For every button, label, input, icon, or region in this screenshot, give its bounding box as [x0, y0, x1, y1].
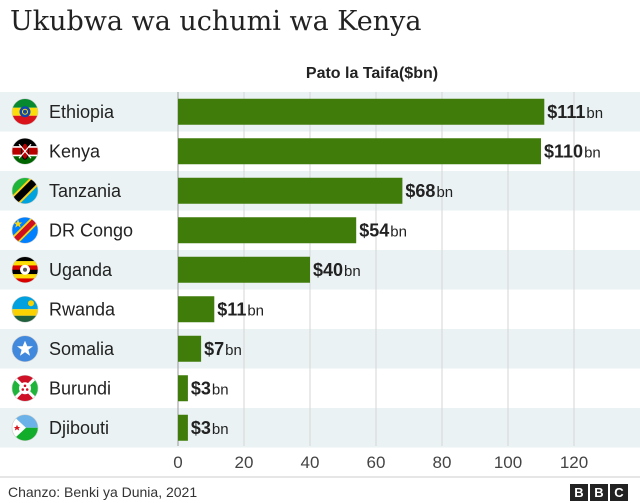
category-label-tanzania: Tanzania — [49, 181, 122, 201]
flags — [11, 98, 39, 442]
value-label-tanzania: $68bn — [405, 181, 453, 201]
bar-rwanda — [178, 296, 215, 323]
bar-tanzania — [178, 177, 403, 204]
category-labels: Ethiopia Kenya Tanzania DR Congo Uganda Rwand… — [49, 102, 133, 438]
uganda-flag-icon — [11, 256, 39, 284]
x-tick-label-120: 120 — [560, 453, 588, 472]
somalia-flag-icon — [11, 335, 39, 363]
category-label-dr-congo: DR Congo — [49, 220, 133, 240]
bbc-logo-letter-2: B — [594, 485, 603, 500]
row-stripe-uganda — [0, 250, 640, 290]
x-tick-label-20: 20 — [235, 453, 254, 472]
bbc-logo-box-3 — [610, 484, 628, 501]
djibouti-flag-icon — [11, 414, 39, 442]
tanzania-flag-icon — [11, 177, 39, 205]
category-label-djibouti: Djibouti — [49, 418, 109, 438]
bbc-logo-letter-1: B — [574, 485, 583, 500]
category-label-kenya: Kenya — [49, 141, 101, 161]
x-tick-label-60: 60 — [367, 453, 386, 472]
bbc-logo: B B C — [570, 484, 628, 501]
bar-djibouti — [178, 414, 188, 441]
x-tick-label-100: 100 — [494, 453, 522, 472]
bbc-logo-letter-3: C — [614, 485, 624, 500]
x-axis-ticks: 0 20 40 60 80 100 120 — [173, 453, 588, 472]
category-label-rwanda: Rwanda — [49, 299, 116, 319]
bar-ethiopia — [178, 98, 545, 125]
rwanda-flag-icon — [11, 295, 39, 323]
chart-subtitle: Pato la Taifa($bn) — [306, 65, 438, 82]
value-label-somalia: $7bn — [204, 339, 242, 359]
bar-kenya — [178, 138, 541, 165]
kenya-flag-icon — [11, 137, 39, 165]
burundi-flag-icon — [11, 374, 39, 402]
ethiopia-flag-icon — [11, 98, 39, 126]
bar-dr-congo — [178, 217, 357, 244]
source-note: Chanzo: Benki ya Dunia, 2021 — [8, 484, 197, 500]
row-stripe-djibouti — [0, 408, 640, 448]
value-labels: $111bn $110bn $68bn $54bn $40bn $11bn $7bn $3bn… — [191, 102, 603, 438]
value-label-kenya: $110bn — [544, 141, 601, 161]
category-label-burundi: Burundi — [49, 378, 111, 398]
value-label-dr-congo: $54bn — [359, 220, 407, 240]
bars — [178, 98, 545, 441]
value-label-djibouti: $3bn — [191, 418, 229, 438]
bar-uganda — [178, 256, 310, 283]
row-stripe-somalia — [0, 329, 640, 369]
category-label-somalia: Somalia — [49, 339, 115, 359]
bbc-logo-box-2 — [590, 484, 608, 501]
value-label-burundi: $3bn — [191, 378, 229, 398]
value-label-uganda: $40bn — [313, 260, 361, 280]
x-tick-label-80: 80 — [433, 453, 452, 472]
category-label-ethiopia: Ethiopia — [49, 102, 115, 122]
x-tick-label-0: 0 — [173, 453, 182, 472]
category-label-uganda: Uganda — [49, 260, 113, 280]
dr-congo-flag-icon — [11, 216, 39, 244]
bbc-logo-box-1 — [570, 484, 588, 501]
value-label-rwanda: $11bn — [217, 299, 264, 319]
bar-somalia — [178, 335, 202, 362]
value-label-ethiopia: $111bn — [547, 102, 603, 122]
x-tick-label-40: 40 — [301, 453, 320, 472]
bar-burundi — [178, 375, 188, 402]
chart-title: Ukubwa wa uchumi wa Kenya — [10, 6, 421, 37]
